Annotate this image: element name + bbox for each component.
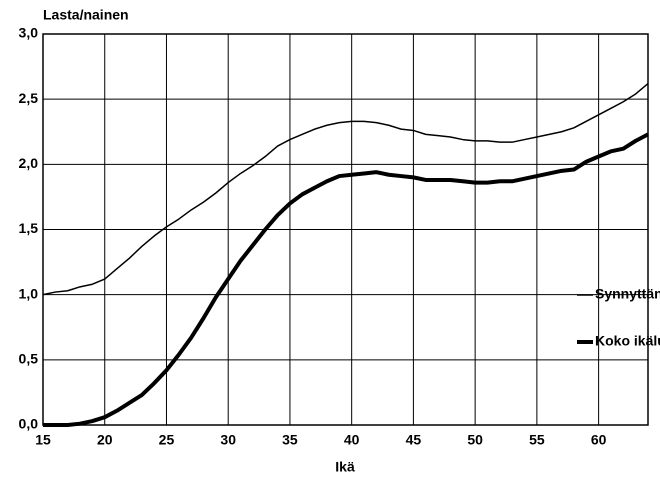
y-tick-label: 0,0 (19, 416, 39, 432)
legend-label: Koko ikäluokka (595, 333, 660, 349)
y-axis-title: Lasta/nainen (43, 7, 129, 23)
x-tick-label: 30 (220, 432, 236, 448)
y-tick-label: 2,5 (19, 90, 39, 106)
x-tick-label: 25 (159, 432, 175, 448)
x-tick-label: 60 (591, 432, 607, 448)
y-tick-label: 1,0 (19, 285, 39, 301)
x-tick-label: 50 (467, 432, 483, 448)
x-tick-label: 40 (344, 432, 360, 448)
y-tick-label: 2,0 (19, 155, 39, 171)
x-tick-label: 55 (529, 432, 545, 448)
x-tick-label: 20 (97, 432, 113, 448)
plot-frame (42, 33, 649, 426)
x-axis-title: Ikä (335, 459, 355, 475)
y-tick-label: 3,0 (19, 25, 39, 41)
legend-label: Synnyttäneet (595, 286, 660, 302)
x-tick-label: 15 (35, 432, 51, 448)
x-tick-label: 35 (282, 432, 298, 448)
series-line (43, 132, 649, 427)
y-tick-label: 1,5 (19, 220, 39, 236)
series-line (42, 82, 649, 296)
x-tick-label: 45 (406, 432, 422, 448)
y-tick-label: 0,5 (19, 351, 39, 367)
